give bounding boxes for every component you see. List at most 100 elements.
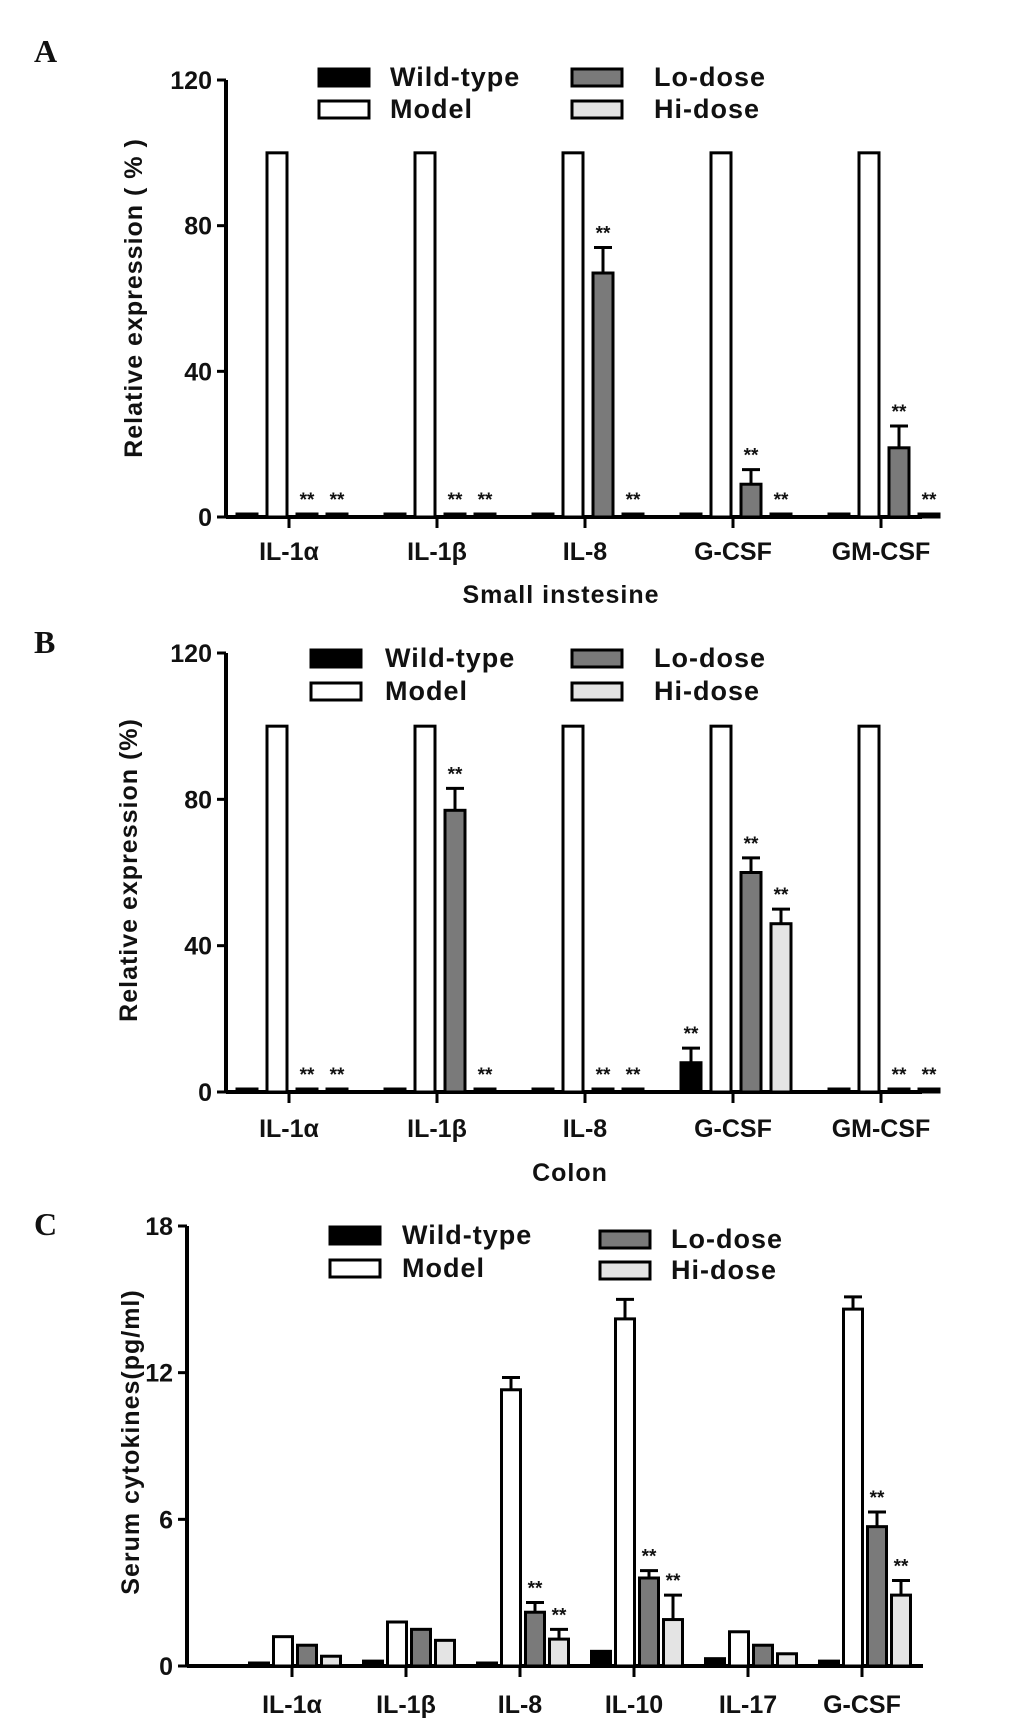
bar-model-3 (709, 724, 733, 1094)
bar-lo-dose-0 (295, 1087, 319, 1094)
significance-marker: ** (774, 885, 789, 906)
y-tick-label: 80 (184, 213, 212, 241)
bar-model-4 (728, 1630, 750, 1668)
y-tick-label: 40 (184, 358, 212, 386)
x-tick-label: G-CSF (823, 1691, 901, 1719)
bar-lo-dose-5 (866, 1525, 888, 1668)
bar-model-3 (709, 151, 733, 519)
x-tick-label: IL-8 (563, 1115, 608, 1143)
bar-lo-dose-0 (295, 512, 319, 519)
bar-wild-type-2 (476, 1661, 498, 1668)
bar-model-2 (561, 151, 585, 519)
bar-model-1 (386, 1620, 408, 1668)
bar-model-5 (842, 1307, 864, 1668)
x-tick-label: IL-17 (719, 1691, 777, 1719)
bar-lo-dose-2 (524, 1610, 546, 1668)
y-tick-label: 80 (184, 786, 212, 814)
significance-marker: ** (922, 490, 937, 511)
y-tick-label: 40 (184, 933, 212, 961)
bar-hi-dose-1 (473, 512, 497, 519)
x-tick-label: IL-1β (407, 538, 467, 566)
legend-label-hi-dose: Hi-dose (654, 676, 760, 706)
bar-hi-dose-1 (434, 1638, 456, 1668)
bar-model-1 (413, 151, 437, 519)
panel-b-x-axis-title: Colon (532, 1159, 608, 1187)
bar-wild-type-0 (248, 1661, 270, 1668)
significance-marker: ** (626, 1065, 641, 1086)
bar-wild-type-4 (827, 512, 851, 519)
bar-lo-dose-0 (296, 1643, 318, 1668)
bar-hi-dose-3 (769, 512, 793, 519)
bar-hi-dose-0 (325, 512, 349, 519)
bar-wild-type-5 (818, 1659, 840, 1668)
bar-hi-dose-4 (776, 1652, 798, 1668)
x-tick-label: IL-8 (498, 1691, 543, 1719)
bar-model-4 (857, 724, 881, 1094)
bar-hi-dose-0 (325, 1087, 349, 1094)
bar-lo-dose-1 (410, 1627, 432, 1668)
bar-wild-type-0 (235, 1087, 259, 1094)
bar-hi-dose-3 (662, 1618, 684, 1668)
significance-marker: ** (478, 1065, 493, 1086)
bar-lo-dose-1 (443, 808, 467, 1094)
bar-hi-dose-4 (917, 512, 941, 519)
panel-b-chart: 0 40 80 120 IL-1α ** ** IL-1β ** ** IL-8 ** ** G-CSF *… (170, 640, 941, 1143)
legend-label-wild-type: Wild-type (402, 1220, 532, 1250)
panel-b-label: B (34, 624, 55, 660)
significance-marker: ** (300, 1065, 315, 1086)
bar-model-1 (413, 724, 437, 1094)
bar-model-3 (614, 1317, 636, 1668)
legend-swatch-lo-dose (598, 1229, 652, 1250)
legend-swatch-model (309, 681, 363, 702)
bar-model-0 (265, 151, 289, 519)
significance-marker: ** (774, 490, 789, 511)
legend-label-model: Model (402, 1253, 485, 1283)
x-tick-label: GM-CSF (832, 538, 931, 566)
panel-c-chart: 0 6 12 18 IL-1α IL-1β IL-8 ** ** IL-10 ** ** IL-17 G-… (145, 1213, 923, 1719)
panel-b-y-axis-title: Relative expression (%) (115, 718, 143, 1022)
x-tick-label: IL-1α (259, 1115, 319, 1143)
legend-label-lo-dose: Lo-dose (654, 643, 766, 673)
bar-lo-dose-2 (591, 1087, 615, 1094)
legend-swatch-wild-type (317, 67, 371, 88)
bar-hi-dose-5 (890, 1593, 912, 1668)
significance-marker: ** (596, 224, 611, 245)
bar-wild-type-2 (531, 1087, 555, 1094)
significance-marker: ** (744, 446, 759, 467)
bar-model-0 (265, 724, 289, 1094)
bar-lo-dose-3 (638, 1576, 660, 1668)
legend-label-wild-type: Wild-type (390, 62, 520, 92)
significance-marker: ** (892, 1065, 907, 1086)
legend-swatch-wild-type (309, 648, 363, 669)
x-tick-label: IL-1α (259, 538, 319, 566)
bar-wild-type-3 (590, 1649, 612, 1668)
bar-wild-type-3 (679, 1061, 703, 1094)
bar-wild-type-0 (235, 512, 259, 519)
y-tick-label: 0 (198, 504, 212, 532)
y-tick-label: 12 (145, 1360, 173, 1388)
significance-marker: ** (684, 1024, 699, 1045)
significance-marker: ** (626, 490, 641, 511)
significance-marker: ** (642, 1547, 657, 1568)
bar-wild-type-1 (383, 1087, 407, 1094)
x-tick-label: G-CSF (694, 538, 772, 566)
legend-label-lo-dose: Lo-dose (671, 1224, 783, 1254)
significance-marker: ** (448, 490, 463, 511)
bar-lo-dose-4 (752, 1643, 774, 1668)
x-tick-label: IL-1β (407, 1115, 467, 1143)
bar-wild-type-3 (679, 512, 703, 519)
panel-a-label: A (34, 33, 57, 69)
significance-marker: ** (300, 490, 315, 511)
bar-wild-type-2 (531, 512, 555, 519)
significance-marker: ** (478, 490, 493, 511)
legend-label-lo-dose: Lo-dose (654, 62, 766, 92)
legend-swatch-wild-type (328, 1225, 382, 1246)
legend-swatch-hi-dose (570, 99, 624, 120)
x-tick-label: IL-10 (605, 1691, 663, 1719)
panel-a-x-axis-title: Small instesine (462, 581, 659, 609)
legend-label-wild-type: Wild-type (385, 643, 515, 673)
legend-label-hi-dose: Hi-dose (671, 1255, 777, 1285)
legend-label-model: Model (390, 94, 473, 124)
legend-label-model: Model (385, 676, 468, 706)
